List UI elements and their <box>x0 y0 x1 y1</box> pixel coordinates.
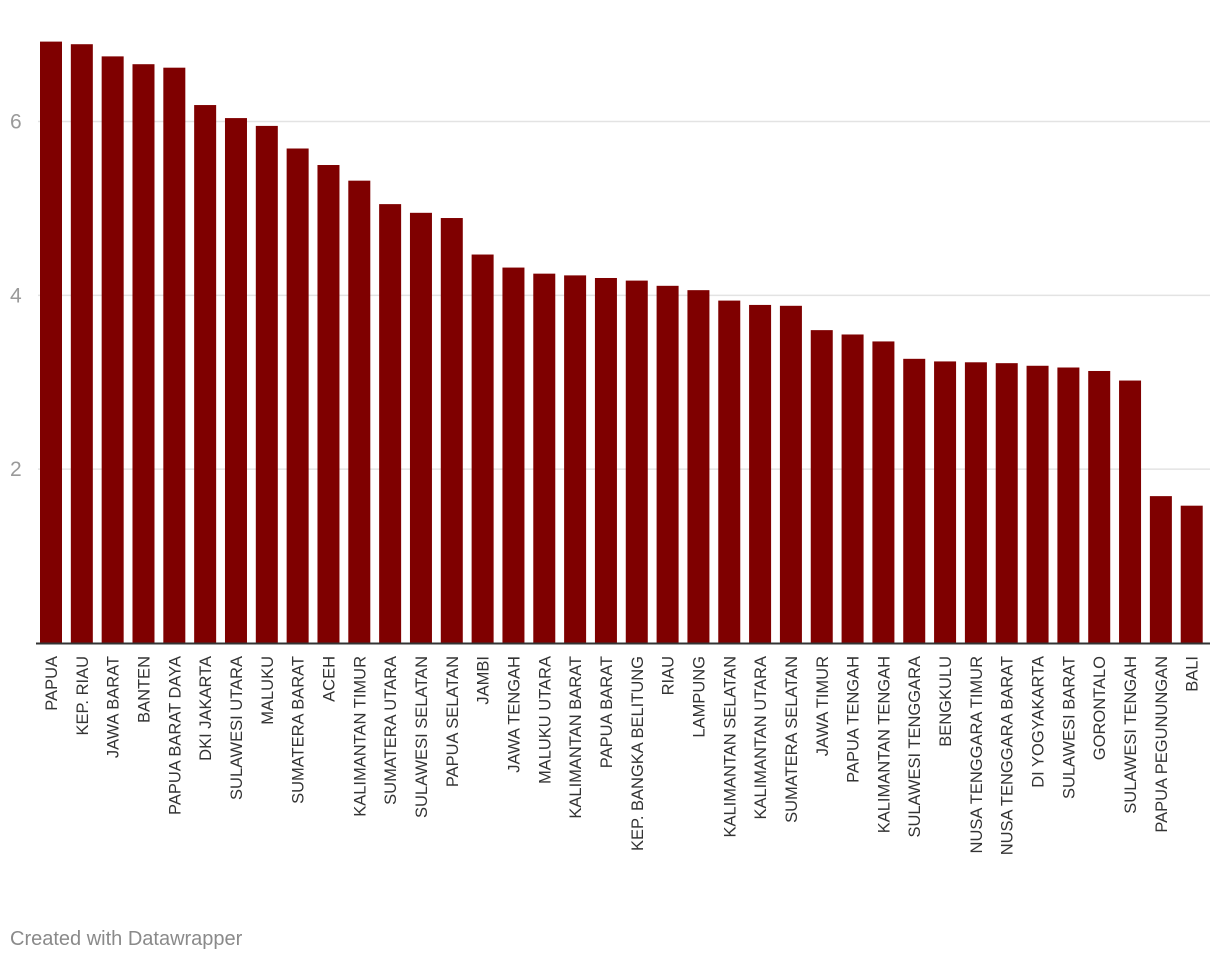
bar <box>471 254 494 643</box>
bar <box>255 125 278 643</box>
y-tick-label: 6 <box>10 111 22 134</box>
x-tick-label: SULAWESI TENGAH <box>1122 656 1140 814</box>
x-tick-label: JAMBI <box>475 656 493 705</box>
bar <box>101 56 124 644</box>
x-tick-label: MALUKU UTARA <box>536 656 554 784</box>
bar <box>163 67 186 643</box>
bar <box>348 180 371 644</box>
bar <box>964 362 987 643</box>
x-tick-label: KEP. BANGKA BELITUNG <box>629 656 647 851</box>
x-tick-label: SULAWESI SELATAN <box>413 656 431 818</box>
bar <box>70 44 93 643</box>
x-tick-label: PAPUA SELATAN <box>444 656 462 787</box>
bar <box>995 363 1018 643</box>
x-tick-label: SUMATERA SELATAN <box>783 656 801 823</box>
bar <box>132 64 155 643</box>
bar <box>687 290 710 643</box>
bar <box>1026 365 1049 643</box>
x-tick-label: ACEH <box>320 656 338 702</box>
x-tick-label: BANTEN <box>135 656 153 723</box>
bar <box>903 358 926 643</box>
x-tick-label: PAPUA BARAT DAYA <box>166 656 184 815</box>
x-tick-label: KALIMANTAN BARAT <box>567 656 585 819</box>
x-tick-label: DKI JAKARTA <box>197 656 215 761</box>
y-tick-label: 4 <box>10 284 22 307</box>
bar <box>749 304 772 643</box>
bar <box>564 275 587 643</box>
bar <box>594 277 617 643</box>
x-tick-label: MALUKU <box>259 656 277 725</box>
bar <box>1180 505 1203 643</box>
x-tick-label: PAPUA PEGUNUNGAN <box>1153 656 1171 833</box>
x-tick-label: KALIMANTAN TIMUR <box>351 656 369 817</box>
x-tick-label: JAWA BARAT <box>105 656 123 758</box>
x-tick-label: LAMPUNG <box>690 656 708 738</box>
credit-text: Created with Datawrapper <box>10 928 243 950</box>
bar <box>841 334 864 643</box>
bar <box>224 118 247 643</box>
bar <box>1119 380 1142 643</box>
x-axis-labels: PAPUA KEP. RIAU JAWA BARAT BANTEN PAPUA BARA… <box>43 656 1202 855</box>
bar <box>194 105 217 643</box>
bar <box>1057 367 1080 643</box>
x-tick-label: NUSA TENGGARA TIMUR <box>968 656 986 854</box>
bar <box>409 212 432 644</box>
x-tick-label: NUSA TENGGARA BARAT <box>999 656 1017 855</box>
x-tick-label: SUMATERA UTARA <box>382 656 400 805</box>
bar <box>379 204 402 643</box>
bar <box>810 330 833 643</box>
y-axis-ticks: 2 4 6 <box>10 111 22 482</box>
bar <box>718 300 741 643</box>
bar <box>317 165 340 643</box>
x-tick-label: KALIMANTAN SELATAN <box>721 656 739 838</box>
x-tick-label: BENGKULU <box>937 656 955 747</box>
x-tick-label: SULAWESI TENGGARA <box>906 656 924 838</box>
x-tick-label: SUMATERA BARAT <box>290 656 308 804</box>
x-tick-label: PAPUA TENGAH <box>845 656 863 783</box>
bar <box>40 41 62 644</box>
bars <box>40 41 1203 644</box>
x-tick-label: JAWA TENGAH <box>505 656 523 773</box>
x-tick-label: JAWA TIMUR <box>814 656 832 756</box>
bar <box>625 280 648 643</box>
bar <box>934 361 957 643</box>
bar <box>502 267 525 643</box>
bar <box>872 341 895 643</box>
x-tick-label: PAPUA <box>43 656 61 711</box>
bar <box>440 218 463 643</box>
x-tick-label: SULAWESI BARAT <box>1060 656 1078 799</box>
bar <box>1149 496 1172 643</box>
x-tick-label: PAPUA BARAT <box>598 656 616 768</box>
y-tick-label: 2 <box>10 458 22 481</box>
x-tick-label: SULAWESI UTARA <box>228 656 246 800</box>
x-tick-label: BALI <box>1184 656 1202 692</box>
bar <box>779 305 802 643</box>
x-tick-label: KALIMANTAN TENGAH <box>875 656 893 833</box>
bar <box>533 273 556 643</box>
bar <box>656 285 679 643</box>
x-tick-label: GORONTALO <box>1091 656 1109 760</box>
x-tick-label: DI YOGYAKARTA <box>1030 656 1048 788</box>
x-tick-label: KALIMANTAN UTARA <box>752 656 770 820</box>
x-tick-label: RIAU <box>660 656 678 695</box>
x-tick-label: KEP. RIAU <box>74 656 92 735</box>
bar <box>1088 370 1111 643</box>
bar <box>286 148 309 644</box>
